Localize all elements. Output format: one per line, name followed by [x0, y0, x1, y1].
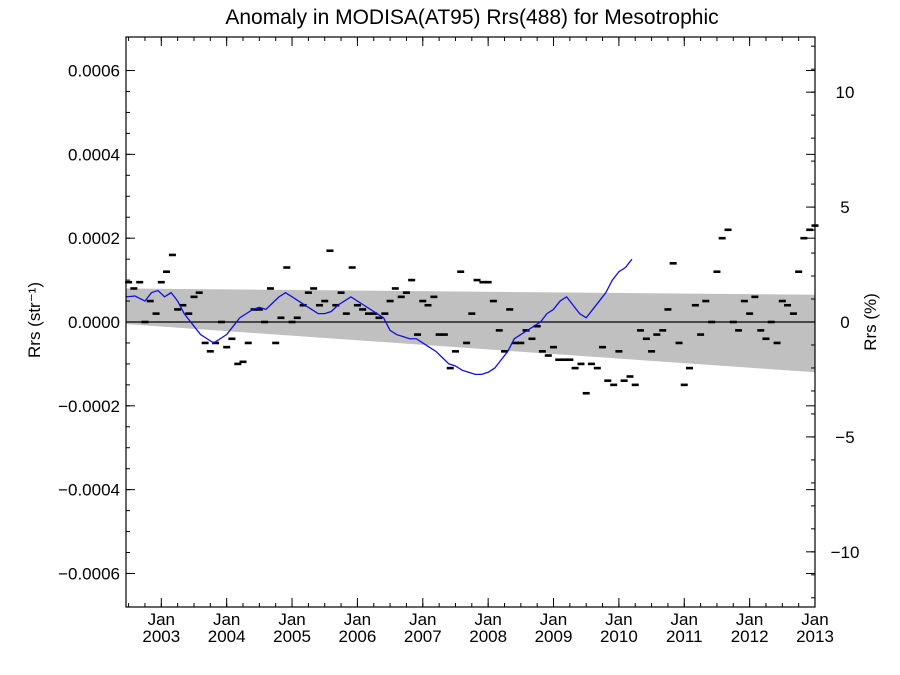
x-tick-month-label: Jan: [213, 610, 240, 629]
y-left-tick-label: 0.0002: [68, 229, 120, 248]
x-tick-month-label: Jan: [801, 610, 828, 629]
y-left-tick-label: 0.0004: [68, 145, 120, 164]
x-tick-month-label: Jan: [148, 610, 175, 629]
x-tick-year-label: 2003: [142, 627, 180, 646]
chart-title: Anomaly in MODISA(AT95) Rrs(488) for Mes…: [225, 6, 718, 29]
x-tick-year-label: 2012: [731, 627, 769, 646]
y-right-tick-label: 0: [840, 313, 849, 332]
x-tick-month-label: Jan: [278, 610, 305, 629]
x-tick-month-label: Jan: [344, 610, 371, 629]
x-tick-year-label: 2008: [469, 627, 507, 646]
y-left-tick-label: −0.0002: [58, 397, 120, 416]
x-tick-year-label: 2011: [666, 627, 703, 646]
x-tick-month-label: Jan: [671, 610, 698, 629]
plot-area: [125, 224, 819, 395]
y-axis-left-label: Rrs (str⁻¹): [25, 282, 44, 358]
y-left-tick-label: 0.0000: [68, 313, 120, 332]
x-tick-month-label: Jan: [736, 610, 763, 629]
x-tick-month-label: Jan: [540, 610, 567, 629]
x-tick-year-label: 2007: [404, 627, 442, 646]
x-tick-month-label: Jan: [409, 610, 436, 629]
monthly-anomaly-markers: [125, 224, 819, 395]
y-left-tick-label: −0.0006: [58, 564, 120, 583]
y-left-tick-label: −0.0004: [58, 481, 120, 500]
x-tick-year-label: 2010: [600, 627, 638, 646]
y-right-tick-label: −10: [831, 543, 860, 562]
y-right-tick-label: 5: [840, 198, 849, 217]
x-tick-month-label: Jan: [605, 610, 632, 629]
trend-band: [126, 288, 815, 373]
smoothed-anomaly-line: [125, 258, 633, 376]
x-tick-year-label: 2009: [535, 627, 573, 646]
x-tick-year-label: 2004: [208, 627, 246, 646]
y-axis-right: 10 5 0 −5 −10: [806, 45, 860, 599]
y-right-tick-label: 10: [836, 83, 855, 102]
x-tick-month-label: Jan: [474, 610, 501, 629]
y-right-tick-label: −5: [835, 428, 854, 447]
x-tick-year-label: 2013: [796, 627, 834, 646]
y-axis-left: 0.0006 0.0004 0.0002 0.0000 −0.0002 −0.0004 −0…: [58, 62, 815, 583]
x-tick-year-label: 2006: [338, 627, 376, 646]
x-tick-year-label: 2005: [273, 627, 311, 646]
x-axis: Jan2003Jan2004Jan2005Jan2006Jan2007Jan20…: [128, 37, 834, 646]
y-left-tick-label: 0.0006: [68, 62, 120, 81]
y-axis-right-label: Rrs (%): [861, 293, 880, 351]
